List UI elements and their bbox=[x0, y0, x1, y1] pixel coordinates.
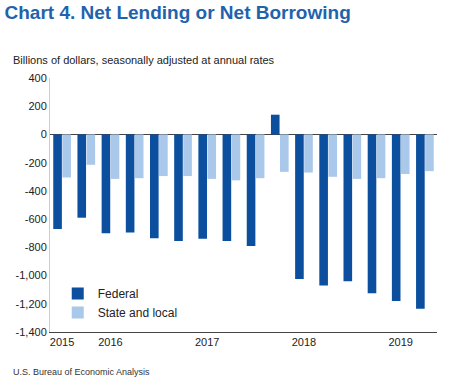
svg-text:2018: 2018 bbox=[292, 336, 316, 348]
svg-text:State and local: State and local bbox=[98, 306, 177, 320]
svg-text:U.S. Bureau of Economic Analys: U.S. Bureau of Economic Analysis bbox=[13, 367, 150, 377]
svg-text:-800: -800 bbox=[25, 241, 47, 253]
svg-text:-600: -600 bbox=[25, 213, 47, 225]
svg-text:0: 0 bbox=[41, 128, 47, 140]
svg-text:-400: -400 bbox=[25, 185, 47, 197]
svg-text:-200: -200 bbox=[25, 157, 47, 169]
svg-text:Billions of dollars, seasonall: Billions of dollars, seasonally adjusted… bbox=[13, 54, 275, 66]
svg-text:-1,200: -1,200 bbox=[16, 298, 47, 310]
svg-text:2016: 2016 bbox=[98, 336, 122, 348]
svg-text:-1,000: -1,000 bbox=[16, 269, 47, 281]
svg-text:2015: 2015 bbox=[50, 336, 74, 348]
svg-text:400: 400 bbox=[28, 72, 46, 84]
svg-text:200: 200 bbox=[28, 100, 46, 112]
svg-text:Federal: Federal bbox=[98, 287, 139, 301]
svg-text:-1,400: -1,400 bbox=[16, 326, 47, 338]
svg-text:Chart 4. Net Lending or Net Bo: Chart 4. Net Lending or Net Borrowing bbox=[5, 2, 351, 23]
svg-text:2019: 2019 bbox=[388, 336, 412, 348]
svg-text:2017: 2017 bbox=[195, 336, 219, 348]
